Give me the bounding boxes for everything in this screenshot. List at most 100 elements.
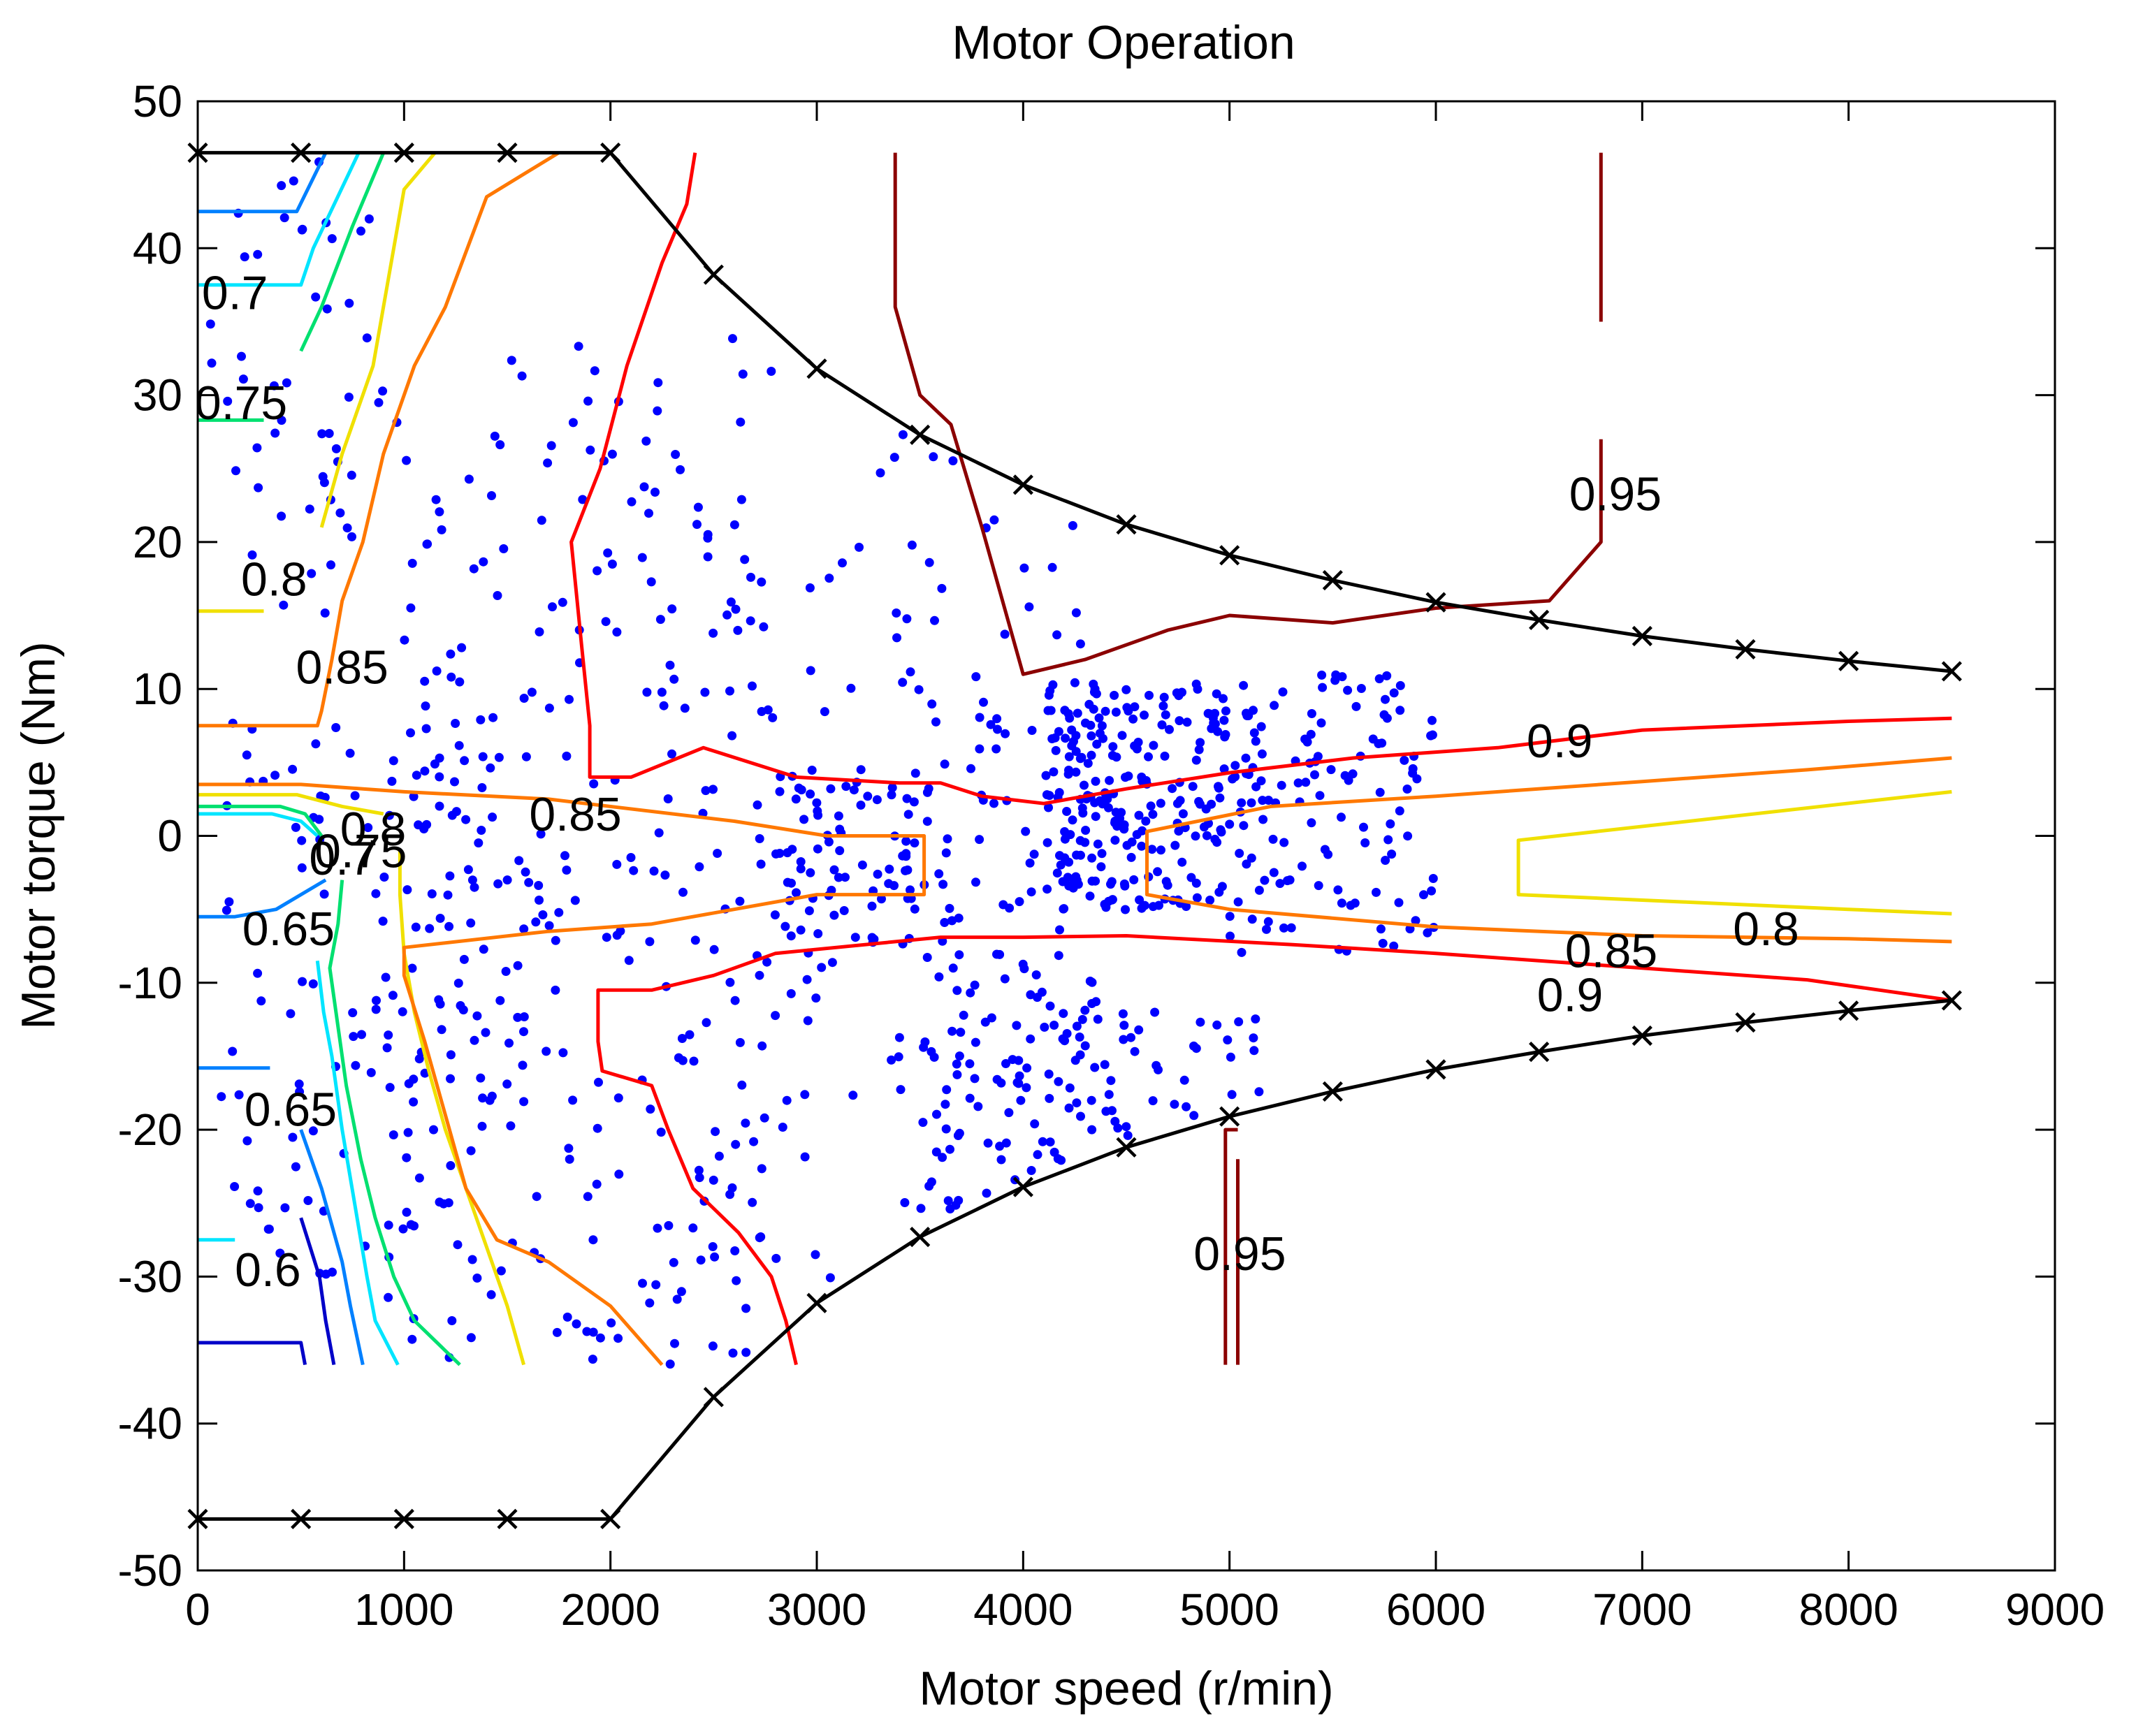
operating-point xyxy=(1045,1001,1055,1011)
operating-point xyxy=(665,660,675,670)
operating-point xyxy=(792,888,801,898)
operating-point xyxy=(544,703,554,713)
operating-point xyxy=(898,678,908,687)
operating-point xyxy=(783,877,792,887)
operating-point xyxy=(531,917,541,927)
operating-point xyxy=(1071,872,1081,882)
operating-point xyxy=(667,604,677,614)
operating-point xyxy=(980,1017,990,1027)
operating-point xyxy=(1374,674,1384,684)
operating-point xyxy=(1033,993,1042,1002)
efficiency-contour-0-95 xyxy=(893,152,1603,676)
operating-point xyxy=(1120,881,1130,891)
operating-point xyxy=(1029,849,1039,859)
operating-point xyxy=(709,785,718,794)
operating-point xyxy=(1247,853,1256,863)
operating-point xyxy=(749,1137,759,1146)
operating-point xyxy=(931,717,940,727)
operating-point xyxy=(1402,785,1412,794)
operating-point xyxy=(1223,1035,1233,1045)
operating-point xyxy=(504,1038,514,1048)
operating-point xyxy=(1283,876,1292,886)
operating-point xyxy=(238,374,248,384)
operating-point xyxy=(412,771,421,780)
operating-point xyxy=(1146,801,1156,811)
operating-point xyxy=(351,1060,361,1070)
operating-point xyxy=(382,1043,392,1053)
efficiency-contour-0-8 xyxy=(319,151,437,528)
operating-point xyxy=(1260,875,1270,885)
operating-point xyxy=(470,1035,479,1045)
operating-point xyxy=(678,887,688,897)
operating-point xyxy=(1174,691,1184,701)
operating-point xyxy=(983,1138,993,1148)
operating-point xyxy=(1251,1014,1260,1024)
operating-point xyxy=(311,292,321,302)
operating-point xyxy=(554,907,564,917)
operating-point xyxy=(677,1034,687,1043)
operating-point xyxy=(366,1067,376,1077)
operating-point xyxy=(270,428,280,438)
operating-point xyxy=(688,1223,698,1233)
operating-point xyxy=(850,933,860,942)
operating-point xyxy=(741,1348,751,1357)
operating-point xyxy=(1064,1103,1074,1113)
operating-point xyxy=(562,1312,572,1322)
contour-label: 0.95 xyxy=(1193,1227,1286,1281)
operating-point xyxy=(783,848,792,858)
operating-point xyxy=(931,1147,941,1157)
operating-point xyxy=(435,801,444,811)
operating-point xyxy=(1108,742,1118,752)
operating-point xyxy=(326,560,335,570)
operating-point xyxy=(451,807,461,817)
operating-point xyxy=(1073,708,1082,718)
operating-point xyxy=(813,844,822,854)
operating-point xyxy=(1134,810,1144,820)
operating-point xyxy=(1307,709,1316,718)
operating-point xyxy=(1019,964,1029,974)
operating-point xyxy=(295,1087,305,1097)
operating-point xyxy=(289,176,298,186)
operating-point xyxy=(298,977,307,986)
operating-point xyxy=(670,1339,679,1348)
operating-point xyxy=(965,1059,975,1069)
operating-point xyxy=(1258,815,1268,824)
operating-point xyxy=(1170,840,1180,850)
operating-point xyxy=(1140,900,1149,910)
contour-label: 0.9 xyxy=(1527,715,1593,768)
operating-point xyxy=(695,862,704,872)
operating-point xyxy=(477,783,487,792)
operating-point xyxy=(303,1196,313,1205)
operating-point xyxy=(1205,709,1214,719)
operating-point xyxy=(291,822,300,832)
operating-point xyxy=(657,687,667,697)
operating-point xyxy=(1356,684,1366,693)
operating-point xyxy=(372,995,381,1005)
operating-point xyxy=(402,455,412,465)
operating-point xyxy=(956,1028,966,1037)
operating-point xyxy=(1061,734,1070,743)
operating-point xyxy=(651,488,660,497)
x-tick-label: 2000 xyxy=(560,1584,660,1635)
operating-point xyxy=(1182,1102,1191,1111)
operating-point xyxy=(517,371,527,381)
operating-point xyxy=(834,873,843,882)
operating-point xyxy=(725,977,735,987)
operating-point xyxy=(887,790,896,800)
efficiency-contour-0-9 xyxy=(596,934,1952,1366)
efficiency-contour-0-75 xyxy=(299,152,386,352)
operating-point xyxy=(887,783,897,792)
operating-point xyxy=(1175,716,1184,726)
operating-point xyxy=(381,972,391,982)
tick-layer: 0 1000 2000 3000 4000 5000 6000 7000 8000 9000 -50… xyxy=(118,76,2105,1635)
operating-point xyxy=(400,635,409,645)
envelope-layer xyxy=(187,143,1962,1529)
operating-point xyxy=(770,910,780,920)
operating-point xyxy=(1077,1014,1087,1024)
operating-point xyxy=(242,750,252,760)
operating-point xyxy=(1119,824,1129,834)
contour-label: 0.7 xyxy=(309,832,375,885)
operating-point xyxy=(811,993,821,1003)
operating-point xyxy=(948,963,958,973)
operating-point xyxy=(1063,709,1073,719)
